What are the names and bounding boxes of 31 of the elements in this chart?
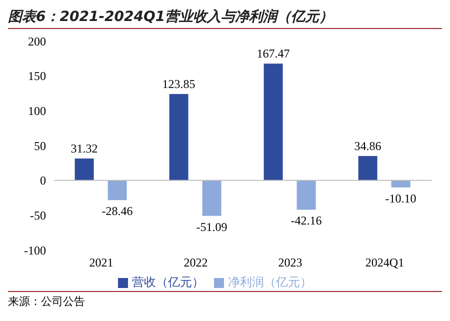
x-tick-label: 2023 — [278, 256, 302, 270]
data-label: 31.32 — [70, 142, 98, 156]
source-note: 来源：公司公告 — [8, 291, 442, 309]
data-label: -42.16 — [290, 214, 322, 228]
bar — [202, 180, 222, 216]
x-tick-label: 2022 — [184, 256, 208, 270]
y-tick-label: 100 — [28, 104, 46, 118]
data-label: -28.46 — [102, 204, 133, 218]
y-tick-label: 0 — [40, 174, 46, 188]
data-label: -10.10 — [385, 191, 416, 206]
y-tick-label: -50 — [30, 208, 46, 222]
legend-label: 营收（亿元） — [132, 275, 204, 289]
y-tick-label: -100 — [24, 243, 46, 258]
data-label: 123.85 — [162, 77, 196, 92]
bar — [358, 156, 378, 180]
bar — [108, 180, 127, 200]
data-label: 34.86 — [354, 139, 382, 154]
bar — [264, 64, 283, 180]
y-tick-label: 200 — [28, 34, 46, 48]
data-label: -51.09 — [196, 220, 228, 234]
chart-title: 图表6：2021-2024Q1营业收入与净利润（亿元） — [8, 8, 442, 29]
y-tick-label: 150 — [28, 69, 46, 84]
bar — [296, 180, 316, 210]
y-tick-label: 50 — [34, 138, 46, 153]
x-tick-label: 2024Q1 — [365, 256, 404, 270]
bar — [74, 158, 94, 180]
bar — [169, 94, 188, 180]
data-label: 167.47 — [256, 46, 290, 61]
bar — [391, 180, 410, 188]
legend-label: 净利润（亿元） — [228, 275, 312, 289]
x-tick-label: 2021 — [89, 256, 114, 270]
